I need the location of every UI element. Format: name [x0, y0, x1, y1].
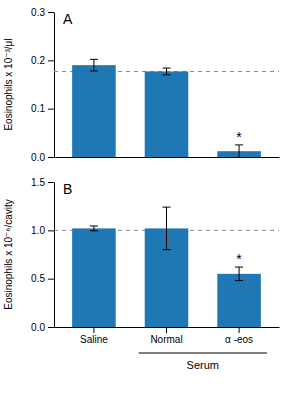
y-tick-label: 1.5 — [31, 177, 45, 188]
x-axis: Saline Normal α -eos — [55, 327, 280, 345]
y-tick-label: 0.1 — [31, 103, 45, 114]
y-tick-mark — [48, 327, 54, 328]
y-tick-label: 0.0 — [31, 322, 45, 333]
x-axis — [55, 157, 280, 158]
x-tick-mark — [166, 327, 167, 333]
y-tick-mark — [48, 182, 54, 183]
y-tick: 1.0 — [31, 225, 54, 236]
chart: 0.00.10.20.3A*Eosinophils x 10⁻³/μl0.00.… — [0, 0, 289, 405]
y-tick-mark — [48, 109, 54, 110]
bar — [145, 71, 189, 157]
axis-domain — [55, 157, 280, 158]
x-axis-label: Serum — [187, 359, 219, 371]
error-bar — [235, 267, 243, 281]
y-tick-mark — [48, 60, 54, 61]
bar — [217, 274, 261, 327]
y-tick-label: 0.5 — [31, 273, 45, 284]
bar — [72, 228, 116, 327]
y-axis-label: Eosinophils x 10⁻³/μl — [3, 38, 14, 130]
error-bar — [90, 59, 98, 71]
y-tick: 0.1 — [31, 103, 54, 114]
y-tick: 0.2 — [31, 55, 54, 66]
y-tick-mark — [48, 279, 54, 280]
y-tick-mark — [48, 230, 54, 231]
x-tick-label: α -eos — [225, 334, 253, 345]
panel: 0.0 0.1 0.2 0.3 A * Eosinophils x 10⁻³/μl — [3, 7, 280, 163]
y-tick: 0.0 — [31, 152, 54, 163]
y-tick-mark — [48, 12, 54, 13]
y-tick: 0.5 — [31, 273, 54, 284]
y-tick: 0.0 — [31, 322, 54, 333]
plot-area — [54, 207, 279, 327]
plot-area — [54, 59, 279, 157]
axis-domain — [54, 13, 55, 158]
y-axis: 0.0 0.1 0.2 0.3 — [31, 7, 54, 163]
x-tick: α -eos — [225, 327, 253, 345]
x-tick: Normal — [150, 327, 182, 345]
y-tick-label: 0.2 — [31, 55, 45, 66]
y-axis: 0.0 0.5 1.0 1.5 — [31, 177, 54, 333]
x-tick: Saline — [80, 327, 108, 345]
y-tick: 1.5 — [31, 177, 54, 188]
annotation: * — [236, 129, 242, 145]
annotation: * — [236, 251, 242, 267]
bar — [72, 65, 116, 157]
error-bar — [235, 145, 243, 157]
axis-domain — [54, 183, 55, 328]
x-tick-label: Saline — [80, 334, 108, 345]
error-bar — [163, 68, 171, 75]
y-tick-label: 1.0 — [31, 225, 45, 236]
annotation: B — [63, 181, 72, 197]
y-tick-label: 0.0 — [31, 152, 45, 163]
x-tick-label: Normal — [150, 334, 182, 345]
error-bar — [90, 226, 98, 231]
y-tick-mark — [48, 157, 54, 158]
error-bar — [163, 207, 171, 250]
x-tick-mark — [239, 327, 240, 333]
annotation: A — [63, 11, 73, 27]
y-axis-label: Eosinophils x 10⁻⁶/cavity — [3, 199, 14, 310]
x-tick-mark — [93, 327, 94, 333]
bracket-line — [139, 353, 267, 354]
y-tick-label: 0.3 — [31, 7, 45, 18]
y-tick: 0.3 — [31, 7, 54, 18]
panel: 0.0 0.5 1.0 1.5 Saline Normal α -eos B * Eosinoph… — [3, 177, 280, 371]
